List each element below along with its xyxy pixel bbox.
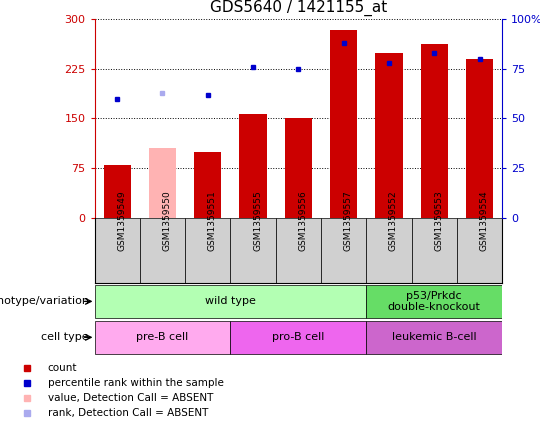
Bar — [104, 165, 131, 218]
Title: GDS5640 / 1421155_at: GDS5640 / 1421155_at — [210, 0, 387, 16]
Text: count: count — [48, 363, 77, 374]
Text: GSM1359553: GSM1359553 — [434, 191, 443, 252]
Bar — [194, 151, 221, 218]
Text: GSM1359556: GSM1359556 — [299, 191, 307, 252]
Bar — [366, 321, 502, 354]
Bar — [94, 218, 140, 283]
Bar — [421, 44, 448, 218]
Text: wild type: wild type — [205, 297, 256, 306]
Text: pre-B cell: pre-B cell — [136, 332, 188, 342]
Bar — [466, 59, 493, 218]
Bar — [94, 285, 366, 318]
Bar — [285, 118, 312, 218]
Text: GSM1359555: GSM1359555 — [253, 191, 262, 252]
Text: rank, Detection Call = ABSENT: rank, Detection Call = ABSENT — [48, 408, 208, 418]
Text: pro-B cell: pro-B cell — [272, 332, 325, 342]
Bar — [94, 321, 231, 354]
Text: GSM1359554: GSM1359554 — [480, 191, 489, 251]
Bar — [149, 148, 176, 218]
Text: leukemic B-cell: leukemic B-cell — [392, 332, 477, 342]
Bar — [231, 218, 276, 283]
Text: genotype/variation: genotype/variation — [0, 297, 89, 306]
Bar — [457, 218, 502, 283]
Text: GSM1359549: GSM1359549 — [117, 191, 126, 251]
Text: GSM1359552: GSM1359552 — [389, 191, 398, 251]
Bar — [276, 218, 321, 283]
Bar — [330, 30, 357, 218]
Bar — [239, 114, 267, 218]
Text: GSM1359557: GSM1359557 — [343, 191, 353, 252]
Bar — [231, 321, 366, 354]
Text: percentile rank within the sample: percentile rank within the sample — [48, 378, 224, 388]
Bar — [366, 285, 502, 318]
Text: p53/Prkdc
double-knockout: p53/Prkdc double-knockout — [388, 291, 481, 312]
Bar — [321, 218, 366, 283]
Text: GSM1359550: GSM1359550 — [163, 191, 172, 252]
Bar — [375, 53, 402, 218]
Text: cell type: cell type — [42, 332, 89, 342]
Bar — [411, 218, 457, 283]
Bar — [140, 218, 185, 283]
Bar — [366, 218, 411, 283]
Text: GSM1359551: GSM1359551 — [208, 191, 217, 252]
Text: value, Detection Call = ABSENT: value, Detection Call = ABSENT — [48, 393, 213, 403]
Bar — [185, 218, 231, 283]
